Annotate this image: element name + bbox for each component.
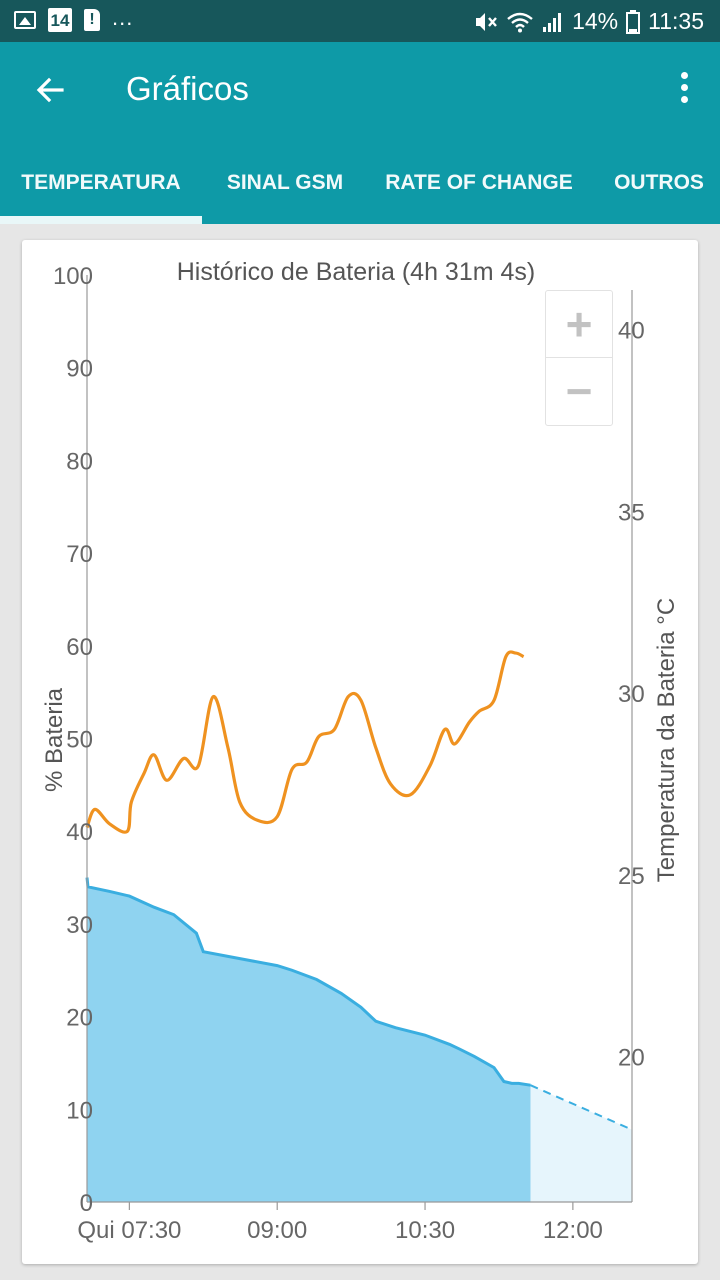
status-bar: 14 ! ... 14% 11:35 bbox=[0, 0, 720, 42]
zoom-in-button[interactable]: + bbox=[565, 298, 593, 350]
y-axis-left-tick-label: 0 bbox=[80, 1190, 93, 1217]
y-axis-right-tick-label: 35 bbox=[618, 499, 645, 526]
wifi-icon bbox=[507, 12, 533, 32]
arrow-left-icon[interactable] bbox=[30, 70, 70, 110]
app-bar: Gráficos TEMPERATURA SINAL GSM RATE OF C… bbox=[0, 42, 720, 224]
y-axis-left-tick-label: 40 bbox=[66, 819, 93, 846]
battery-projection-area bbox=[530, 1085, 632, 1202]
x-axis-tick-label: 10:30 bbox=[395, 1217, 455, 1244]
y-axis-right-tick-label: 30 bbox=[618, 681, 645, 708]
x-axis-tick-label: 09:00 bbox=[247, 1217, 307, 1244]
tab-bar: TEMPERATURA SINAL GSM RATE OF CHANGE OUT… bbox=[0, 158, 720, 224]
y-axis-left-label: % Bateria bbox=[41, 687, 68, 792]
battery-icon bbox=[626, 9, 641, 34]
x-axis-tick-label: Qui 07:30 bbox=[77, 1217, 181, 1244]
battery-projection-line bbox=[530, 1084, 633, 1131]
y-axis-right-tick-label: 40 bbox=[618, 318, 645, 345]
image-icon bbox=[14, 11, 36, 29]
more-vert-icon[interactable] bbox=[672, 72, 696, 112]
signal-icon bbox=[543, 12, 562, 32]
y-axis-left-tick-label: 80 bbox=[66, 448, 93, 475]
y-axis-left-tick-label: 100 bbox=[53, 263, 93, 290]
y-axis-left-tick-label: 50 bbox=[66, 727, 93, 754]
y-axis-left-tick-label: 20 bbox=[66, 1005, 93, 1032]
y-axis-left-tick-label: 10 bbox=[66, 1097, 93, 1124]
more-notifications-indicator: ... bbox=[112, 5, 134, 30]
chart-card: Histórico de Bateria (4h 31m 4s) 0 10 20 30… bbox=[22, 240, 698, 1264]
status-time: 11:35 bbox=[648, 8, 704, 34]
battery-history-chart[interactable]: Histórico de Bateria (4h 31m 4s) 0 10 20 30… bbox=[22, 240, 698, 1264]
mute-icon bbox=[476, 12, 497, 31]
battery-series-line bbox=[85, 877, 531, 1087]
zoom-out-button[interactable]: − bbox=[565, 365, 593, 417]
sim-alert-icon: ! bbox=[84, 9, 100, 31]
tab-outros[interactable]: OUTROS bbox=[614, 171, 704, 194]
y-axis-left-tick-label: 90 bbox=[66, 356, 93, 383]
zoom-controls: + − bbox=[545, 290, 613, 426]
tab-sinal-gsm[interactable]: SINAL GSM bbox=[226, 171, 344, 194]
x-axis-tick-label: 12:00 bbox=[543, 1217, 603, 1244]
tab-temperatura[interactable]: TEMPERATURA bbox=[21, 171, 181, 194]
status-bar-system: 14% 11:35 bbox=[474, 8, 704, 35]
y-axis-left-tick-label: 60 bbox=[66, 634, 93, 661]
chart-title: Histórico de Bateria (4h 31m 4s) bbox=[177, 258, 535, 286]
battery-area bbox=[87, 877, 531, 1202]
page-title: Gráficos bbox=[126, 70, 249, 107]
y-axis-right-label: Temperatura da Bateria °C bbox=[653, 598, 680, 882]
tab-indicator bbox=[0, 216, 202, 224]
y-axis-right-tick-label: 20 bbox=[618, 1045, 645, 1072]
battery-percent: 14% bbox=[572, 8, 619, 34]
y-axis-left-tick-label: 30 bbox=[66, 912, 93, 939]
y-axis-left-tick-label: 70 bbox=[66, 541, 93, 568]
status-bar-notifications: 14 ! ... bbox=[14, 5, 134, 32]
temperature-series-line bbox=[85, 650, 525, 834]
y-axis-right-tick-label: 25 bbox=[618, 863, 645, 890]
calendar-icon: 14 bbox=[48, 8, 72, 32]
tab-rate-of-change[interactable]: RATE OF CHANGE bbox=[385, 171, 573, 194]
